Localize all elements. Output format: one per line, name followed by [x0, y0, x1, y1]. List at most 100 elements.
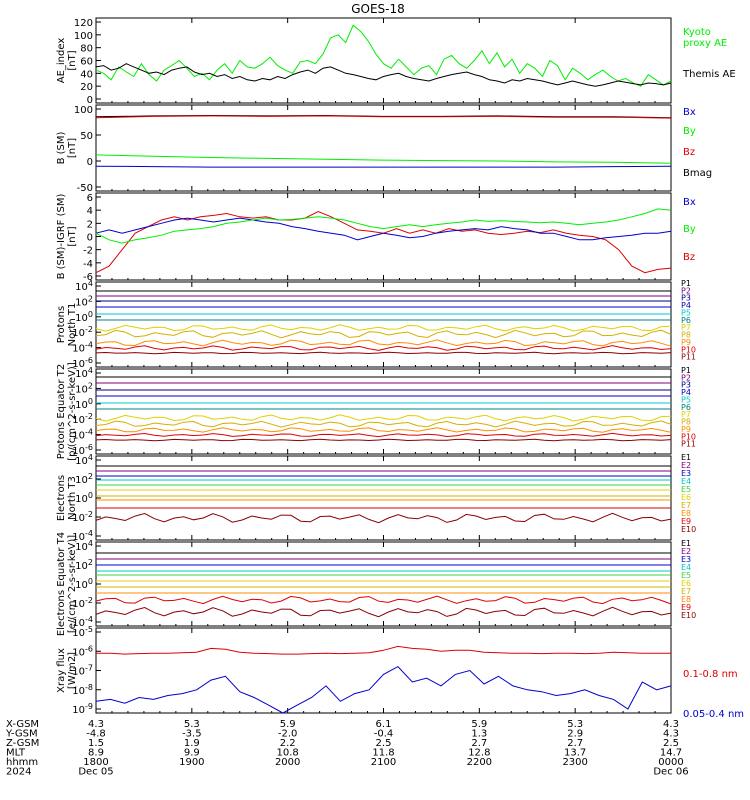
y-tick-label: 100	[75, 310, 93, 324]
y-axis-units: [W/m2]	[67, 652, 78, 689]
ephemeris-value: 1.5	[88, 738, 104, 749]
ephemeris-value: 4.3	[88, 719, 104, 730]
y-tick-label: 10-4	[72, 341, 93, 355]
tick-base: 10	[72, 599, 85, 610]
legend-label: P5	[681, 308, 691, 317]
ephemeris-value: 14.7	[660, 748, 682, 759]
tick-exponent: -6	[85, 644, 93, 653]
y-axis-label: Protons	[56, 306, 67, 343]
tick-base: 10	[72, 344, 85, 355]
y-tick-label: 50	[80, 131, 93, 142]
y-tick-label: 102	[75, 472, 93, 486]
panel-frame	[95, 17, 672, 104]
ephemeris-row-label: hhmm	[6, 757, 38, 768]
ephemeris-value: 2000	[275, 757, 300, 768]
legend-label: E10	[681, 611, 696, 620]
series-line	[95, 154, 672, 164]
y-axis-label: Electrons	[56, 475, 67, 521]
panel-frame	[95, 104, 672, 192]
tick-base: 10	[72, 686, 85, 697]
y-tick-label: 60	[80, 57, 93, 68]
tick-base: 10	[72, 667, 85, 678]
ephemeris-value: -2.0	[278, 729, 298, 740]
legend-label: E4	[681, 563, 691, 572]
tick-base: 10	[72, 415, 85, 426]
flux-channel	[95, 606, 672, 618]
panel-frame	[95, 627, 672, 714]
flux-channel	[95, 329, 672, 339]
ephemeris-value: 4.3	[663, 729, 679, 740]
y-tick-label: 100	[75, 397, 93, 411]
tick-exponent: 2	[88, 472, 93, 481]
y-axis-label-2: North T3	[67, 476, 78, 520]
legend-label: Bx	[683, 107, 696, 118]
tick-exponent: -9	[85, 702, 93, 711]
tick-base: 10	[72, 431, 85, 442]
legend-label: P11	[681, 353, 696, 362]
tick-base: 10	[72, 705, 85, 716]
y-tick-label: 10-7	[72, 664, 93, 678]
y-tick-label: 100	[74, 105, 93, 116]
tick-exponent: 4	[88, 453, 93, 462]
y-tick-label: 104	[75, 539, 93, 553]
ephemeris-value: Dec 06	[653, 767, 688, 778]
y-axis-label: B (SM)-IGRF (SM)	[56, 194, 67, 280]
legend-label: E9	[681, 603, 691, 612]
tick-exponent: 4	[88, 539, 93, 548]
tick-exponent: -6	[85, 443, 93, 452]
tick-exponent: 0	[88, 310, 93, 319]
legend-label: 0.1-0.8 nm	[683, 669, 738, 680]
y-axis-label: Electrons Equator T4	[56, 532, 67, 636]
legend-label: E7	[681, 501, 691, 510]
ephemeris-value: 9.9	[184, 748, 200, 759]
ephemeris-value: -0.4	[374, 729, 394, 740]
tick-base: 10	[75, 313, 88, 324]
legend-label: E6	[681, 493, 691, 502]
y-tick-label: 104	[75, 366, 93, 380]
y-axis-label-2: North T1	[67, 303, 78, 347]
tick-base: 10	[75, 561, 88, 572]
panel-2: 100 50 0 -50 B (SM) [nT] Bx By Bz Bmag	[56, 104, 712, 194]
ephemeris-row-label: X-GSM	[6, 719, 39, 730]
legend-label: P3	[681, 294, 691, 303]
legend-label: P10	[681, 432, 696, 441]
series-line	[95, 210, 672, 274]
flux-channel	[95, 324, 672, 332]
ephemeris-value: 2300	[562, 757, 587, 768]
legend-label: P11	[681, 440, 696, 449]
legend-label: P2	[681, 373, 691, 382]
time-axis: X-GSMY-GSMZ-GSMMLThhmm20244.3-4.81.58.91…	[5, 719, 689, 778]
y-tick-label: 100	[75, 491, 93, 505]
panel-frame	[95, 192, 672, 281]
legend-label: E6	[681, 579, 691, 588]
tick-exponent: 2	[88, 381, 93, 390]
y-tick-label: 104	[75, 279, 93, 293]
ephemeris-value: 1.3	[471, 729, 487, 740]
legend-label: E2	[681, 461, 691, 470]
tick-base: 10	[75, 297, 88, 308]
y-tick-label: 10-6	[72, 443, 93, 457]
series-line	[95, 115, 672, 119]
y-axis-label: Xray flux	[56, 648, 67, 693]
y-tick-label: 80	[80, 44, 93, 55]
legend-label: E1	[681, 539, 691, 548]
y-tick-label: 102	[75, 558, 93, 572]
legend-label: Kyoto	[683, 27, 711, 38]
legend-label: P2	[681, 286, 691, 295]
legend-label: P4	[681, 301, 691, 310]
legend-label: Bmag	[683, 168, 712, 179]
ephemeris-value: 5.9	[280, 719, 296, 730]
legend-label: E4	[681, 477, 691, 486]
tick-exponent: 4	[88, 279, 93, 288]
y-axis-label: B (SM)	[56, 131, 67, 164]
legend-label: E2	[681, 547, 691, 556]
tick-exponent: 0	[88, 397, 93, 406]
tick-base: 10	[72, 647, 85, 658]
tick-base: 10	[72, 513, 85, 524]
tick-base: 10	[75, 400, 88, 411]
y-tick-label: 10-4	[72, 615, 93, 629]
tick-base: 10	[72, 446, 85, 457]
